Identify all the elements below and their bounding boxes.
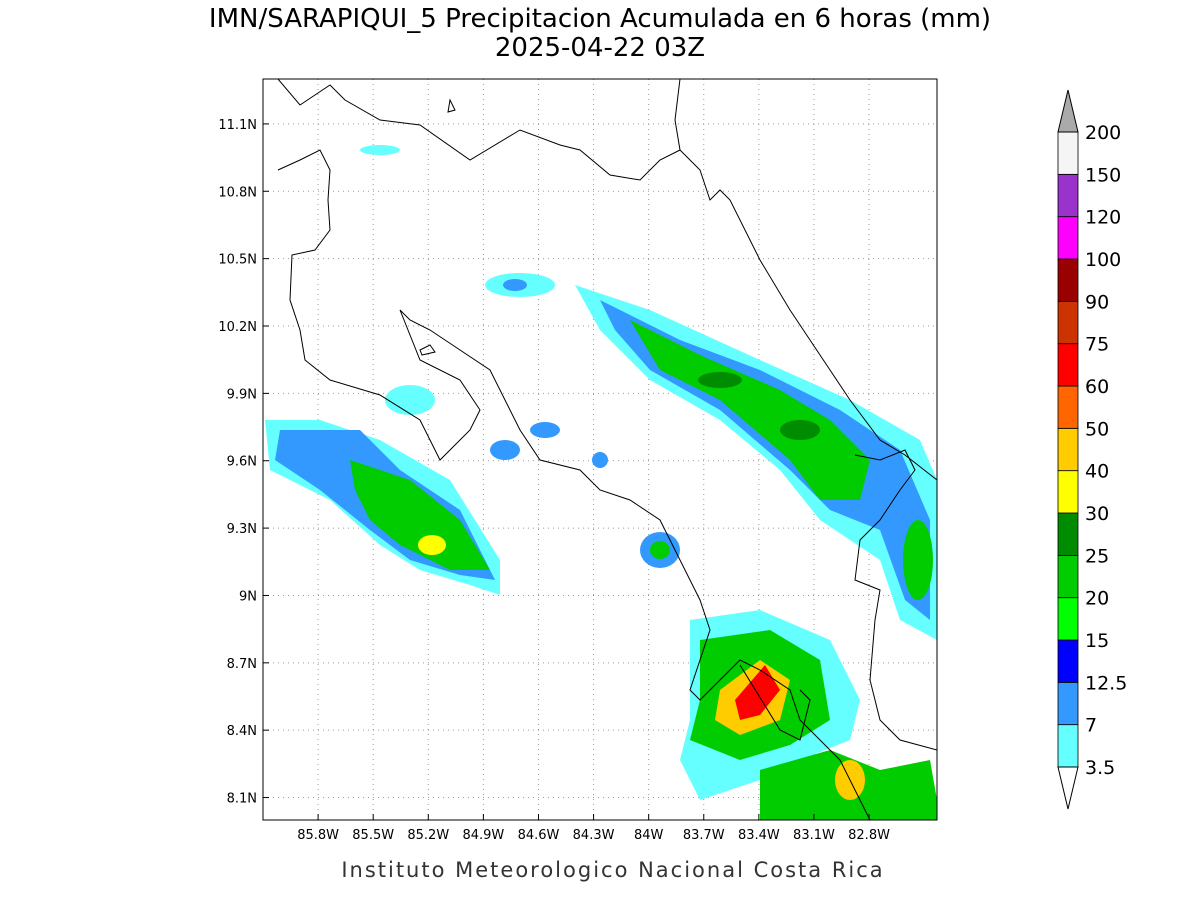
title: IMN/SARAPIQUI_5 Precipitacion Acumulada … — [209, 4, 991, 34]
x-tick-label: 84.9W — [462, 828, 504, 843]
colorbar-over — [1057, 89, 1079, 133]
colorbar-cell — [1057, 427, 1079, 472]
precip-area — [530, 422, 560, 438]
x-tick-label: 85.8W — [297, 828, 339, 843]
y-tick-label: 11.1N — [218, 118, 257, 133]
colorbar-cell — [1057, 300, 1079, 345]
x-tick-label: 83.4W — [738, 828, 780, 843]
colorbar-cell — [1057, 385, 1079, 429]
colorbar-label: 25 — [1085, 545, 1109, 567]
y-tick-label: 10.8N — [218, 185, 257, 200]
colorbar-cell — [1057, 131, 1079, 175]
precip-area — [903, 520, 933, 600]
colorbar-cell — [1057, 554, 1079, 599]
colorbar-label: 75 — [1085, 334, 1109, 356]
colorbar-label: 60 — [1085, 376, 1109, 398]
x-tick-label: 83.7W — [683, 828, 725, 843]
precip-area — [385, 385, 435, 415]
coastlines — [277, 79, 937, 820]
colorbar-cell — [1057, 639, 1079, 683]
y-tick-label: 8.1N — [227, 792, 257, 807]
axis-ticks: 85.8W 85.5W 85.2W 84.9W 84.6W 84.3W 84W 83.7W 83… — [218, 118, 890, 843]
colorbar-label: 100 — [1085, 249, 1121, 271]
y-tick-label: 10.2N — [218, 320, 257, 335]
colorbar-cell — [1057, 681, 1079, 726]
precip-area — [630, 320, 870, 500]
precip-area — [698, 372, 742, 388]
colorbar-cell — [1057, 216, 1079, 260]
x-tick-label: 84.3W — [573, 828, 615, 843]
x-tick-label: 83.1W — [793, 828, 835, 843]
colorbar-label: 12.5 — [1085, 672, 1127, 694]
colorbar-cell — [1057, 597, 1079, 641]
y-tick-label: 8.4N — [227, 724, 257, 739]
colorbar-label: 3.5 — [1085, 757, 1115, 779]
y-tick-label: 9.3N — [227, 522, 257, 537]
y-tick-label: 9.6N — [227, 455, 257, 470]
y-tick-label: 8.7N — [227, 657, 257, 672]
footer: Instituto Meteorologico Nacional Costa R… — [341, 858, 884, 882]
colorbar-label: 15 — [1085, 630, 1109, 652]
colorbar-label: 90 — [1085, 291, 1109, 313]
precip-area — [350, 460, 490, 570]
precip-area — [780, 420, 820, 440]
x-tick-label: 85.5W — [352, 828, 394, 843]
colorbar-label: 150 — [1085, 164, 1121, 186]
colorbar-label: 120 — [1085, 207, 1121, 229]
precip-area — [490, 440, 520, 460]
y-tick-label: 9.9N — [227, 387, 257, 402]
precip-area — [360, 145, 400, 155]
y-tick-label: 10.5N — [218, 253, 257, 268]
colorbar-cell — [1057, 258, 1079, 302]
x-tick-label: 84W — [634, 828, 664, 843]
colorbar: 3.5 7 12.5 15 20 25 30 40 50 60 75 90 100 120 150 200 — [1057, 89, 1127, 810]
colorbar-label: 40 — [1085, 461, 1109, 483]
colorbar-under — [1057, 766, 1079, 810]
x-tick-label: 84.6W — [518, 828, 560, 843]
colorbar-cell — [1057, 173, 1079, 218]
precip-areas — [265, 145, 937, 820]
x-tick-label: 82.8W — [848, 828, 890, 843]
colorbar-label: 7 — [1085, 715, 1097, 737]
map-content — [265, 79, 937, 820]
y-tick-label: 9N — [239, 589, 257, 604]
colorbar-cell — [1057, 512, 1079, 556]
precip-area — [650, 541, 670, 559]
colorbar-cell — [1057, 343, 1079, 387]
precip-area — [418, 535, 446, 555]
colorbar-cell — [1057, 724, 1079, 768]
colorbar-cell — [1057, 470, 1079, 514]
precip-area — [503, 279, 527, 291]
colorbar-label: 20 — [1085, 588, 1109, 610]
x-tick-label: 85.2W — [407, 828, 449, 843]
map-frame — [262, 78, 938, 821]
precip-area — [592, 452, 608, 468]
colorbar-label: 50 — [1085, 418, 1109, 440]
subtitle: 2025-04-22 03Z — [495, 33, 705, 63]
colorbar-label: 30 — [1085, 503, 1109, 525]
colorbar-label: 200 — [1085, 122, 1121, 144]
